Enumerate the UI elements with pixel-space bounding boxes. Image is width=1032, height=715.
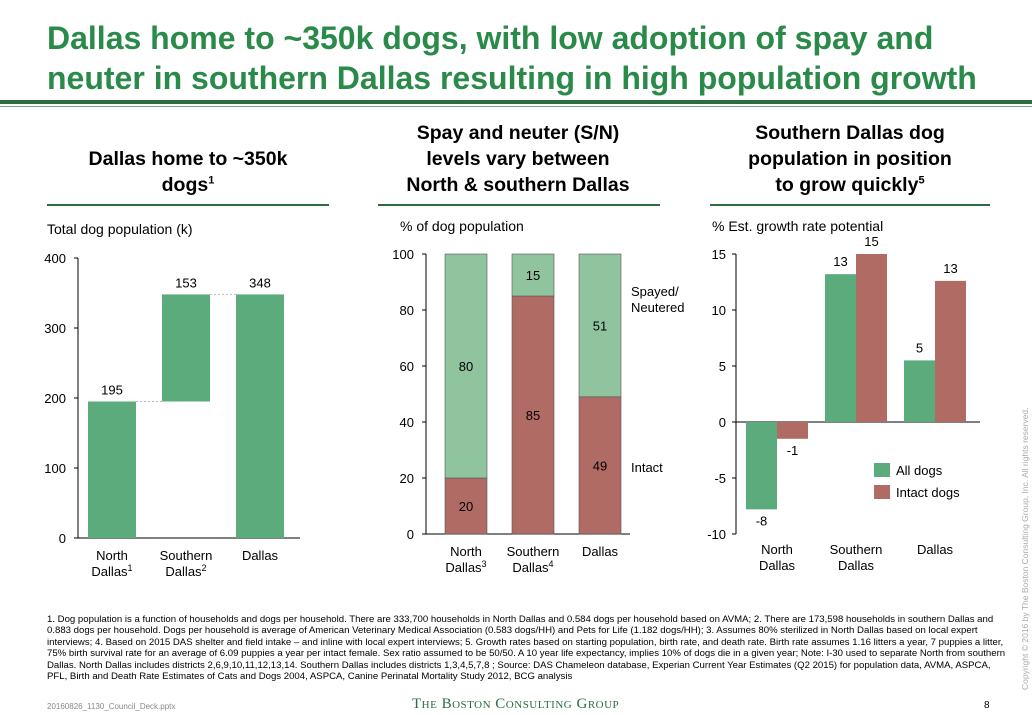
bar-all-dogs xyxy=(746,422,777,510)
legend-label: Intact dogs xyxy=(896,485,960,500)
data-label-spayed: 80 xyxy=(459,359,473,374)
series-label-spayed-line2: Neutered xyxy=(631,300,684,315)
y-tick-label: 20 xyxy=(400,471,414,486)
bar xyxy=(162,294,210,402)
y-tick-label: 100 xyxy=(44,461,66,476)
panel3-subtitle: % Est. growth rate potential xyxy=(712,218,884,234)
panel2-subtitle: % of dog population xyxy=(400,218,524,234)
panel2-heading: Spay and neuter (S/N) levels vary betwee… xyxy=(378,120,658,198)
y-tick-label: 0 xyxy=(719,415,726,430)
panel1-subtitle: Total dog population (k) xyxy=(47,221,193,237)
bar-intact xyxy=(511,295,555,535)
bcg-logo: The Boston Consulting Group xyxy=(412,696,620,712)
data-label: 5 xyxy=(916,340,923,355)
panel3-rule xyxy=(710,204,990,206)
data-label: 15 xyxy=(864,234,878,249)
panel3-heading-sup: 5 xyxy=(918,174,925,187)
category-label: Dallas xyxy=(582,544,619,559)
series-label-intact: Intact xyxy=(631,460,663,475)
footnotes: 1. Dog population is a function of house… xyxy=(47,614,1006,683)
bar-intact xyxy=(578,396,622,535)
title-divider-thin xyxy=(0,106,1032,107)
bar-intact-dogs xyxy=(935,280,966,422)
bar xyxy=(236,294,284,538)
data-label-intact: 20 xyxy=(459,499,473,514)
legend-label: All dogs xyxy=(896,463,943,478)
data-label-intact: 49 xyxy=(593,458,607,473)
legend-swatch xyxy=(874,485,890,499)
y-tick-label: 0 xyxy=(59,531,66,546)
file-name: 20160826_1130_Council_Deck.pptx xyxy=(47,702,176,711)
bar-all-dogs xyxy=(825,274,856,422)
panel2-rule xyxy=(378,204,660,206)
copyright: Copyright © 2016 by The Boston Consultin… xyxy=(1020,407,1030,690)
data-label-spayed: 51 xyxy=(593,318,607,333)
panel2-heading-line1: Spay and neuter (S/N) xyxy=(416,122,620,144)
y-tick-label: 60 xyxy=(400,359,414,374)
panel3-heading: Southern Dallas dog population in positi… xyxy=(710,120,990,198)
y-tick-label: 200 xyxy=(44,391,66,406)
y-tick-label: 100 xyxy=(392,247,414,262)
y-tick-label: -5 xyxy=(714,471,726,486)
data-label: 13 xyxy=(943,261,957,276)
bar-all-dogs xyxy=(904,360,935,422)
category-label: North Dallas3 xyxy=(445,544,486,575)
panel1-heading-text: Dallas home to ~350k dogs xyxy=(88,148,288,196)
y-tick-label: -10 xyxy=(707,527,726,542)
data-label: 348 xyxy=(249,275,271,290)
bar-intact-dogs xyxy=(777,422,808,439)
category-label: Dallas xyxy=(917,542,954,557)
y-tick-label: 300 xyxy=(44,321,66,336)
data-label: -8 xyxy=(756,513,768,528)
category-label: Dallas xyxy=(242,548,279,563)
bar-spayed-neutered xyxy=(511,253,555,297)
category-label: Southern Dallas4 xyxy=(507,544,560,575)
waterfall-chart: 0 100 200 300 400 195 North Dallas1 153 Southern D… xyxy=(44,251,300,579)
y-tick-label: 0 xyxy=(407,527,414,542)
panel2-heading-line3: North & southern Dallas xyxy=(406,174,630,196)
bar-intact xyxy=(444,477,488,535)
category-label: Southern Dallas xyxy=(830,542,883,573)
title-divider xyxy=(0,100,1032,104)
data-label-spayed: 15 xyxy=(526,268,540,283)
bar xyxy=(88,401,136,538)
stacked-bar-chart: 0 20 40 60 80 100 20 80 North Dallas3 85 15 Southern… xyxy=(392,247,684,575)
data-label-intact: 85 xyxy=(526,408,540,423)
y-tick-label: 40 xyxy=(400,415,414,430)
y-tick-label: 80 xyxy=(400,303,414,318)
panel1-heading: Dallas home to ~350k dogs1 xyxy=(78,146,298,198)
panel1-heading-sup: 1 xyxy=(208,174,215,187)
panel2-heading-line2: levels vary between xyxy=(426,148,610,170)
panel3-heading-line1: Southern Dallas dog xyxy=(755,122,945,144)
y-tick-label: 10 xyxy=(712,303,726,318)
slide-title: Dallas home to ~350k dogs, with low adop… xyxy=(47,20,977,96)
bar-spayed-neutered xyxy=(578,253,622,398)
legend-swatch xyxy=(874,463,890,477)
data-label: -1 xyxy=(787,443,799,458)
y-tick-label: 15 xyxy=(712,247,726,262)
y-tick-label: 400 xyxy=(44,251,66,266)
category-label: North Dallas xyxy=(759,542,796,573)
panel3-heading-line3: to grow quickly xyxy=(775,174,919,196)
bar-spayed-neutered xyxy=(444,253,488,479)
data-label: 195 xyxy=(101,383,123,398)
panel1-rule xyxy=(47,204,329,206)
category-label: Southern Dallas2 xyxy=(160,548,213,579)
data-label: 153 xyxy=(175,275,197,290)
series-label-spayed-line1: Spayed/ xyxy=(631,284,679,299)
data-label: 13 xyxy=(833,254,847,269)
grouped-bar-chart: -10 -5 0 5 10 15 -8 -1 North Dallas 13 15 Southern Da… xyxy=(707,234,980,573)
page-number: 8 xyxy=(984,700,990,711)
y-tick-label: 5 xyxy=(719,359,726,374)
category-label: North Dallas1 xyxy=(91,548,132,579)
panel3-heading-line2: population in position xyxy=(748,148,952,170)
bar-intact-dogs xyxy=(856,254,887,422)
